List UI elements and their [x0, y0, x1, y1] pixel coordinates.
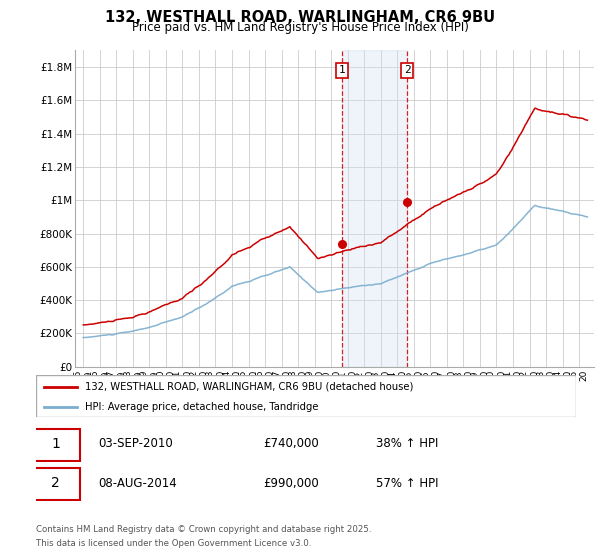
- Text: HPI: Average price, detached house, Tandridge: HPI: Average price, detached house, Tand…: [85, 402, 318, 412]
- Text: 03-SEP-2010: 03-SEP-2010: [98, 437, 173, 450]
- Text: 132, WESTHALL ROAD, WARLINGHAM, CR6 9BU (detached house): 132, WESTHALL ROAD, WARLINGHAM, CR6 9BU …: [85, 382, 413, 392]
- FancyBboxPatch shape: [31, 468, 80, 500]
- Text: 57% ↑ HPI: 57% ↑ HPI: [376, 477, 439, 489]
- Text: 2: 2: [404, 66, 410, 76]
- Text: 1: 1: [51, 437, 60, 451]
- Text: Contains HM Land Registry data © Crown copyright and database right 2025.: Contains HM Land Registry data © Crown c…: [36, 525, 371, 534]
- Text: £990,000: £990,000: [263, 477, 319, 489]
- Text: 08-AUG-2014: 08-AUG-2014: [98, 477, 177, 489]
- Text: 2: 2: [51, 476, 60, 490]
- Text: Price paid vs. HM Land Registry's House Price Index (HPI): Price paid vs. HM Land Registry's House …: [131, 21, 469, 34]
- Text: 1: 1: [339, 66, 346, 76]
- Text: 132, WESTHALL ROAD, WARLINGHAM, CR6 9BU: 132, WESTHALL ROAD, WARLINGHAM, CR6 9BU: [105, 10, 495, 25]
- Text: £740,000: £740,000: [263, 437, 319, 450]
- FancyBboxPatch shape: [31, 428, 80, 461]
- FancyBboxPatch shape: [36, 375, 576, 417]
- Text: 38% ↑ HPI: 38% ↑ HPI: [376, 437, 439, 450]
- Bar: [342, 50, 407, 367]
- Text: This data is licensed under the Open Government Licence v3.0.: This data is licensed under the Open Gov…: [36, 539, 311, 548]
